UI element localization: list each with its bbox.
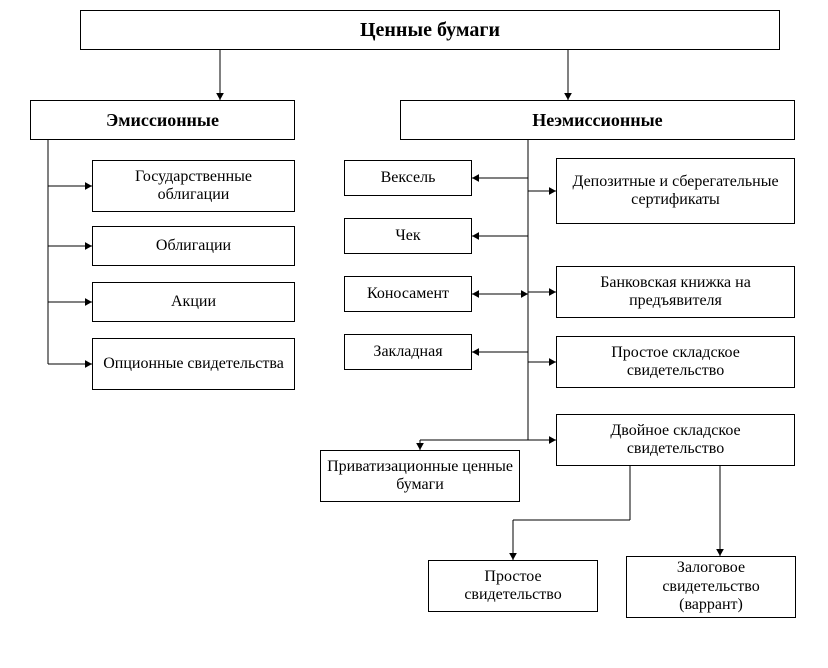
- label: Опционные свидетельства: [103, 355, 284, 373]
- node-opcion: Опционные свидетельства: [92, 338, 295, 390]
- node-emiss: Эмиссионные: [30, 100, 295, 140]
- node-zalog: Залоговое свидетельство (варрант): [626, 556, 796, 618]
- label: Простое складское свидетельство: [563, 344, 788, 381]
- node-zaklad: Закладная: [344, 334, 472, 370]
- label: Банковская книжка на предъявителя: [563, 274, 788, 311]
- node-chek: Чек: [344, 218, 472, 254]
- label: Ценные бумаги: [360, 19, 500, 42]
- node-gosobl: Государственные облигации: [92, 160, 295, 212]
- label: Акции: [171, 293, 216, 311]
- node-obl: Облигации: [92, 226, 295, 266]
- node-plainsv: Простое свидетельство: [428, 560, 598, 612]
- node-root: Ценные бумаги: [80, 10, 780, 50]
- label: Двойное складское свидетельство: [563, 422, 788, 459]
- node-dvoyn: Двойное складское свидетельство: [556, 414, 795, 466]
- label: Неэмиссионные: [532, 110, 662, 131]
- label: Депозитные и сберегательные сертификаты: [563, 173, 788, 210]
- label: Чек: [395, 227, 420, 245]
- label: Приватизационные ценные бумаги: [327, 458, 513, 495]
- node-akcii: Акции: [92, 282, 295, 322]
- label: Простое свидетельство: [435, 568, 591, 605]
- node-konos: Коносамент: [344, 276, 472, 312]
- label: Коносамент: [367, 285, 449, 303]
- node-prost: Простое складское свидетельство: [556, 336, 795, 388]
- node-depoz: Депозитные и сберегательные сертификаты: [556, 158, 795, 224]
- label: Эмиссионные: [106, 110, 219, 131]
- node-priv: Приватизационные ценные бумаги: [320, 450, 520, 502]
- label: Закладная: [373, 343, 442, 361]
- node-bank: Банковская книжка на предъявителя: [556, 266, 795, 318]
- node-neemiss: Неэмиссионные: [400, 100, 795, 140]
- node-veksel: Вексель: [344, 160, 472, 196]
- label: Государственные облигации: [99, 168, 288, 205]
- label: Вексель: [381, 169, 436, 187]
- label: Облигации: [156, 237, 231, 255]
- label: Залоговое свидетельство (варрант): [633, 559, 789, 614]
